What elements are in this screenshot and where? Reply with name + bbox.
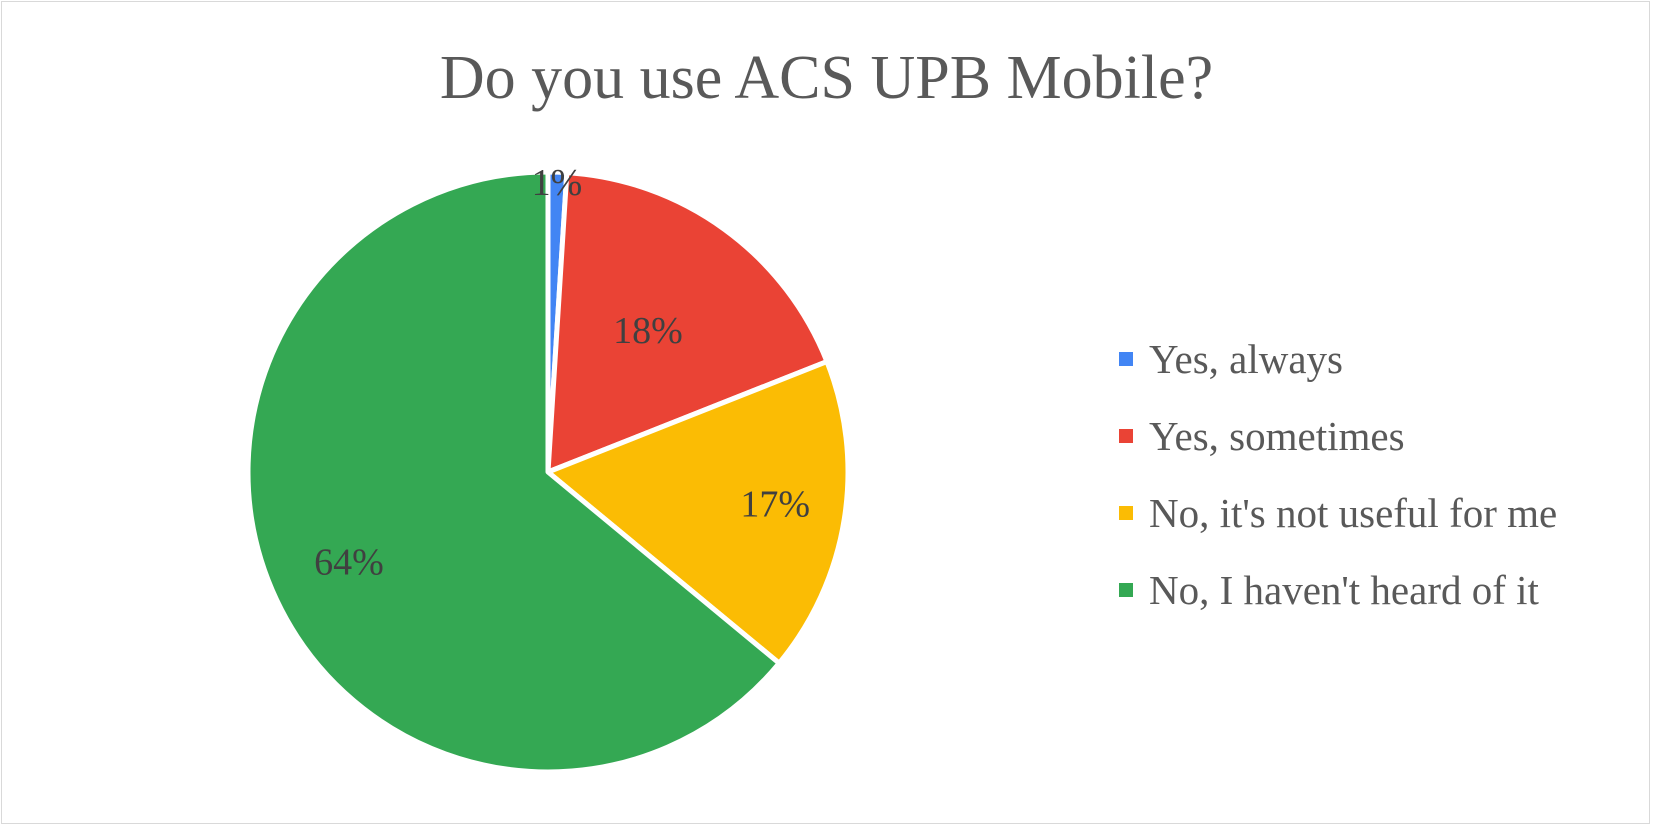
data-label-havent-heard: 64% (314, 541, 384, 583)
pie-data-labels: 1% 18% 17% 64% (314, 162, 810, 584)
legend: Yes, always Yes, sometimes No, it's not … (1119, 320, 1557, 628)
pie-slice-havent-heard (245, 169, 782, 775)
legend-label-yes-always: Yes, always (1149, 335, 1344, 382)
pie-slice-not-useful (545, 359, 851, 666)
chart-title: Do you use ACS UPB Mobile? (439, 44, 1214, 112)
legend-item-yes-always: Yes, always (1119, 320, 1557, 397)
legend-swatch-not-useful (1119, 505, 1133, 520)
pie-slice-yes-sometimes (545, 170, 830, 475)
legend-item-havent-heard: No, I haven't heard of it (1119, 551, 1557, 628)
data-label-yes-always: 1% (532, 162, 583, 204)
legend-label-yes-sometimes: Yes, sometimes (1149, 412, 1405, 459)
legend-label-havent-heard: No, I haven't heard of it (1149, 566, 1539, 613)
legend-item-not-useful: No, it's not useful for me (1119, 474, 1557, 551)
data-label-yes-sometimes: 18% (613, 310, 683, 352)
legend-swatch-yes-always (1119, 351, 1133, 366)
pie-slices (245, 169, 851, 775)
legend-label-not-useful: No, it's not useful for me (1149, 489, 1558, 536)
legend-item-yes-sometimes: Yes, sometimes (1119, 397, 1557, 474)
legend-swatch-havent-heard (1119, 582, 1133, 597)
data-label-not-useful: 17% (740, 484, 810, 526)
legend-swatch-yes-sometimes (1119, 428, 1133, 443)
